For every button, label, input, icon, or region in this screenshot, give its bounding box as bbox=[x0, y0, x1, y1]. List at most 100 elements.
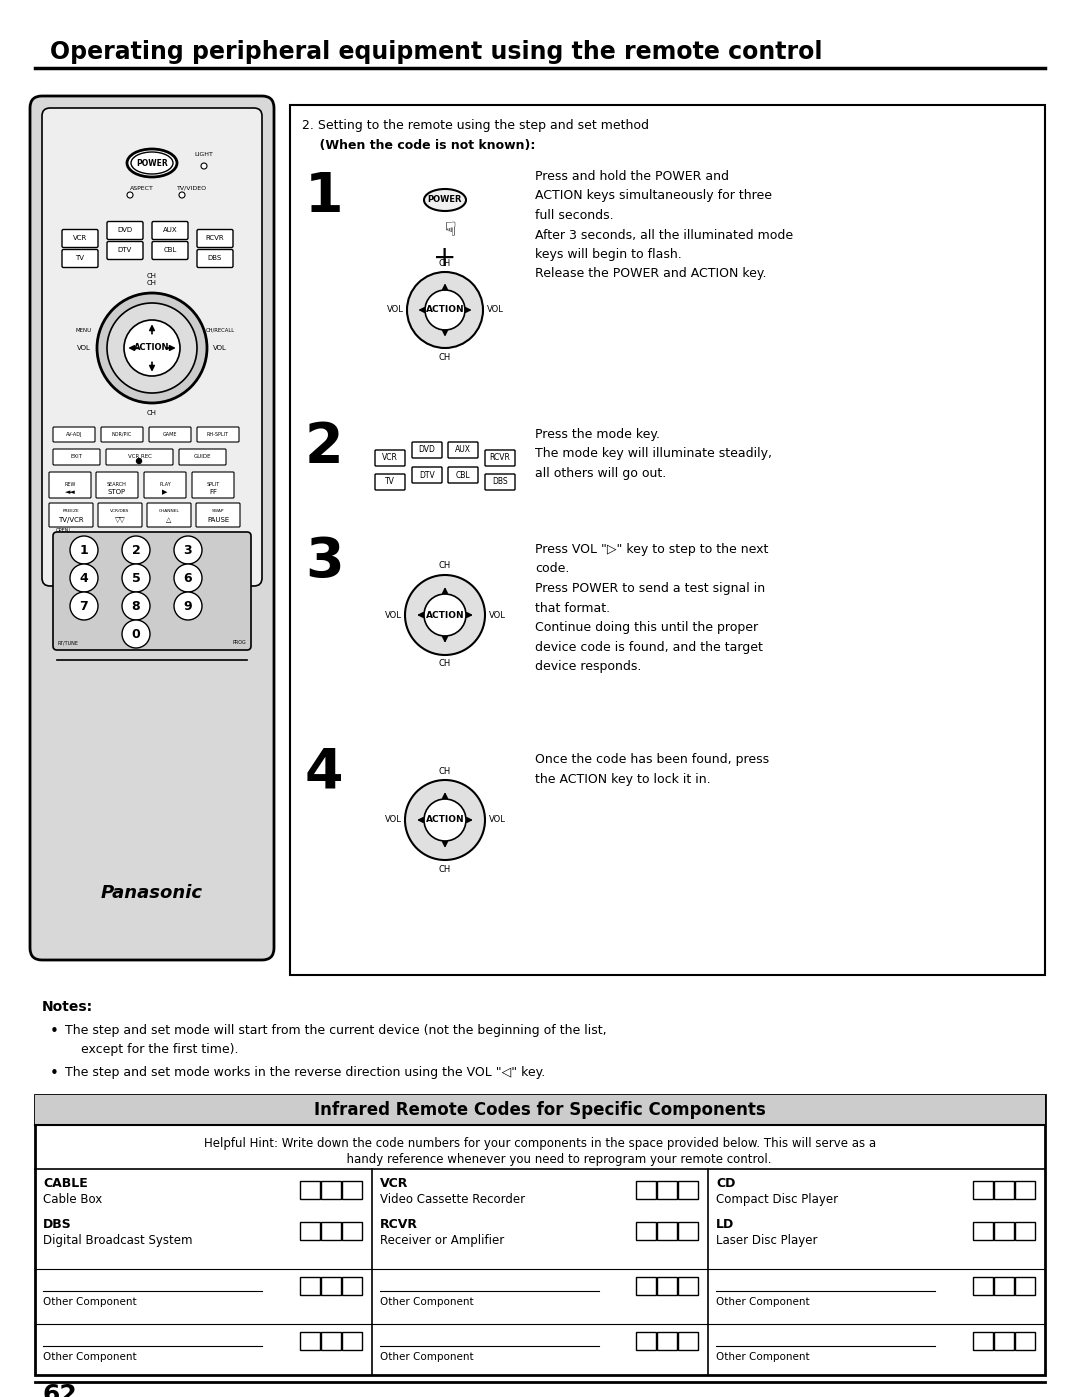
Bar bbox=[678, 1277, 699, 1295]
Text: CH: CH bbox=[147, 272, 157, 279]
Text: MENU: MENU bbox=[76, 327, 92, 332]
Bar bbox=[341, 1277, 362, 1295]
Text: ACTION: ACTION bbox=[426, 306, 464, 314]
FancyBboxPatch shape bbox=[192, 472, 234, 497]
Bar bbox=[291, 105, 1045, 975]
Text: 0: 0 bbox=[132, 627, 140, 640]
Text: VOL: VOL bbox=[77, 345, 91, 351]
Text: CABLE: CABLE bbox=[43, 1178, 87, 1190]
Ellipse shape bbox=[127, 149, 177, 177]
Text: Panasonic: Panasonic bbox=[102, 884, 203, 902]
FancyBboxPatch shape bbox=[179, 448, 226, 465]
Bar bbox=[35, 1095, 1045, 1125]
Circle shape bbox=[426, 291, 465, 330]
Text: Other Component: Other Component bbox=[716, 1296, 810, 1308]
Circle shape bbox=[122, 620, 150, 648]
Bar bbox=[658, 1180, 677, 1199]
Text: DBS: DBS bbox=[43, 1218, 71, 1231]
Text: •: • bbox=[50, 1024, 59, 1039]
Text: 7: 7 bbox=[80, 599, 89, 612]
Bar bbox=[678, 1331, 699, 1350]
Text: TV/VIDEO: TV/VIDEO bbox=[177, 186, 207, 190]
Circle shape bbox=[174, 536, 202, 564]
Text: Press and hold the POWER and
ACTION keys simultaneously for three
full seconds.
: Press and hold the POWER and ACTION keys… bbox=[535, 170, 793, 281]
Text: Other Component: Other Component bbox=[43, 1352, 137, 1362]
FancyBboxPatch shape bbox=[448, 441, 478, 458]
Text: DTV: DTV bbox=[419, 471, 435, 479]
Text: CBL: CBL bbox=[456, 471, 470, 479]
Circle shape bbox=[70, 536, 98, 564]
Bar bbox=[636, 1222, 657, 1241]
Text: ◄◄: ◄◄ bbox=[65, 489, 76, 495]
Bar bbox=[321, 1222, 340, 1241]
Text: DBS: DBS bbox=[207, 256, 222, 261]
Bar bbox=[636, 1180, 657, 1199]
Circle shape bbox=[424, 799, 465, 841]
Circle shape bbox=[405, 576, 485, 655]
Ellipse shape bbox=[424, 189, 465, 211]
Circle shape bbox=[179, 191, 185, 198]
FancyBboxPatch shape bbox=[197, 229, 233, 247]
Circle shape bbox=[107, 303, 197, 393]
Text: VCR: VCR bbox=[380, 1178, 408, 1190]
Text: 1: 1 bbox=[305, 170, 343, 224]
Circle shape bbox=[201, 163, 207, 169]
Bar bbox=[1015, 1331, 1035, 1350]
Text: ACTION: ACTION bbox=[134, 344, 170, 352]
Text: SPLIT: SPLIT bbox=[206, 482, 219, 488]
Text: RH-SPLIT: RH-SPLIT bbox=[207, 432, 229, 437]
Text: PAUSE: PAUSE bbox=[207, 517, 229, 522]
Text: (When the code is not known):: (When the code is not known): bbox=[302, 138, 536, 151]
Text: Other Component: Other Component bbox=[43, 1296, 137, 1308]
Bar bbox=[678, 1180, 699, 1199]
Bar bbox=[636, 1331, 657, 1350]
Text: △: △ bbox=[166, 517, 172, 522]
Text: VOL: VOL bbox=[213, 345, 227, 351]
FancyBboxPatch shape bbox=[107, 222, 143, 239]
Bar bbox=[321, 1277, 340, 1295]
Text: Receiver or Amplifier: Receiver or Amplifier bbox=[380, 1234, 504, 1248]
Text: ACTION: ACTION bbox=[426, 816, 464, 824]
Bar bbox=[973, 1180, 993, 1199]
FancyBboxPatch shape bbox=[375, 450, 405, 467]
Bar bbox=[973, 1277, 993, 1295]
FancyBboxPatch shape bbox=[197, 427, 239, 441]
Text: Video Cassette Recorder: Video Cassette Recorder bbox=[380, 1193, 525, 1206]
Text: PLAY: PLAY bbox=[159, 482, 171, 488]
Bar bbox=[1015, 1222, 1035, 1241]
Text: AUX: AUX bbox=[163, 228, 177, 233]
FancyBboxPatch shape bbox=[197, 250, 233, 267]
Text: LD: LD bbox=[716, 1218, 734, 1231]
Bar bbox=[321, 1180, 340, 1199]
Text: CD: CD bbox=[716, 1178, 735, 1190]
Bar bbox=[994, 1277, 1014, 1295]
FancyBboxPatch shape bbox=[411, 467, 442, 483]
Text: 2. Setting to the remote using the step and set method: 2. Setting to the remote using the step … bbox=[302, 119, 649, 131]
Text: RCVR: RCVR bbox=[205, 236, 225, 242]
FancyBboxPatch shape bbox=[152, 242, 188, 260]
Text: PROG: PROG bbox=[232, 640, 246, 645]
Text: AV-ADJ: AV-ADJ bbox=[66, 432, 82, 437]
FancyBboxPatch shape bbox=[102, 427, 143, 441]
FancyBboxPatch shape bbox=[411, 441, 442, 458]
FancyBboxPatch shape bbox=[106, 448, 173, 465]
Bar bbox=[658, 1331, 677, 1350]
Text: RCVR: RCVR bbox=[380, 1218, 418, 1231]
Text: LIGHT: LIGHT bbox=[194, 152, 214, 158]
Text: CBL: CBL bbox=[163, 247, 177, 253]
Circle shape bbox=[122, 592, 150, 620]
Text: VCR: VCR bbox=[382, 454, 397, 462]
FancyBboxPatch shape bbox=[485, 474, 515, 490]
Circle shape bbox=[174, 564, 202, 592]
Text: Cable Box: Cable Box bbox=[43, 1193, 103, 1206]
Circle shape bbox=[97, 293, 207, 402]
Text: TV/VCR: TV/VCR bbox=[58, 517, 84, 522]
Text: VCR REC: VCR REC bbox=[127, 454, 151, 460]
Text: OPEN/...: OPEN/... bbox=[56, 528, 76, 532]
FancyBboxPatch shape bbox=[485, 450, 515, 467]
Text: VOL: VOL bbox=[487, 306, 503, 314]
Text: ▶: ▶ bbox=[162, 489, 167, 495]
Text: SWAP: SWAP bbox=[212, 509, 225, 513]
Circle shape bbox=[405, 780, 485, 861]
FancyBboxPatch shape bbox=[53, 448, 100, 465]
